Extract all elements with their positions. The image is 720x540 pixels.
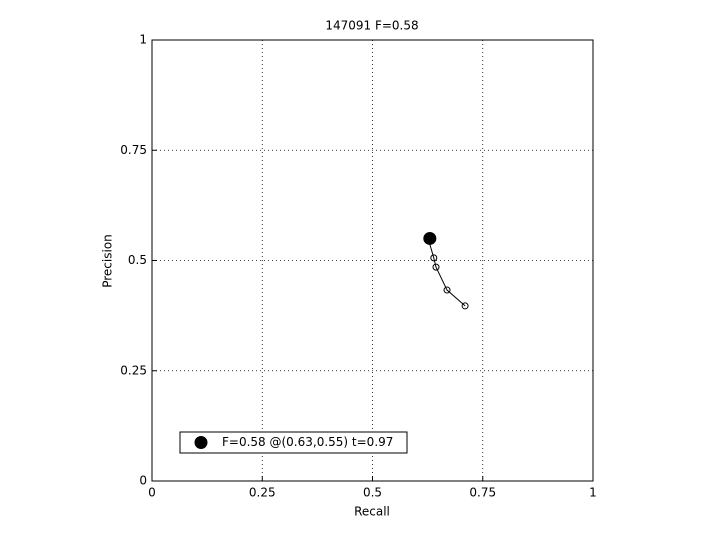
x-axis-label: Recall — [354, 505, 390, 519]
legend-box — [179, 431, 408, 454]
point — [430, 254, 438, 262]
y-tick-label: 0.5 — [128, 253, 147, 267]
curve — [428, 239, 466, 307]
chart-title: 147091 F=0.58 — [325, 19, 418, 33]
y-axis-label: Precision — [101, 234, 115, 288]
x-tick-label: 0.5 — [363, 486, 382, 500]
legend-label: F=0.58 @(0.63,0.55) t=0.97 — [222, 435, 393, 449]
legend: F=0.58 @(0.63,0.55) t=0.97 — [179, 431, 408, 454]
x-tick-label: 1 — [589, 486, 597, 500]
y-tick-label: 0 — [139, 474, 147, 488]
y-tick-label: 0.75 — [120, 143, 147, 157]
legend-marker — [194, 436, 208, 449]
y-tick-label: 1 — [139, 33, 147, 47]
x-tick-label: 0.75 — [469, 486, 496, 500]
y-tick-label: 0.25 — [120, 363, 147, 377]
x-tick-label: 0 — [148, 486, 156, 500]
point — [443, 286, 451, 294]
point — [461, 302, 469, 310]
point — [432, 263, 440, 271]
best-point — [423, 231, 437, 245]
plot-frame — [151, 39, 594, 482]
x-tick-label: 0.25 — [249, 486, 276, 500]
